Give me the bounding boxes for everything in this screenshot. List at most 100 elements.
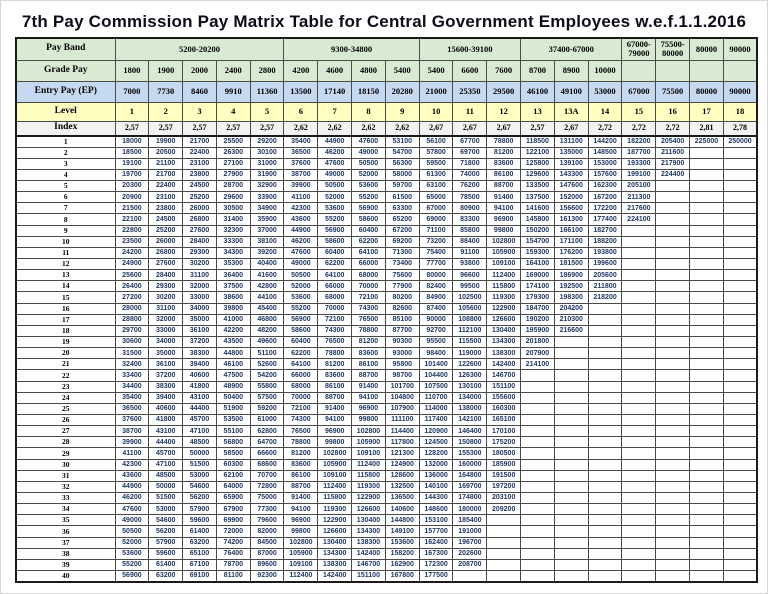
matrix-cell (621, 324, 657, 338)
row-number-cell: 13 (15, 269, 116, 282)
matrix-cell (689, 402, 724, 416)
row-number-cell: 21 (15, 358, 116, 371)
matrix-cell: 23100 (182, 157, 217, 170)
matrix-cell (621, 280, 657, 293)
matrix-cell: 18500 (114, 146, 150, 159)
index-row: Index 2,57 2,57 2,57 2,57 2,57 2,62 2,62 2,62 2,6… (15, 120, 758, 137)
matrix-cell: 128600 (384, 469, 420, 482)
matrix-cell: 86100 (283, 469, 319, 482)
matrix-cell: 224400 (655, 168, 691, 182)
index-multiplier-cell: 2,62 (384, 120, 420, 137)
entry-pay-cell: 21000 (418, 80, 454, 103)
matrix-cell: 55200 (283, 302, 319, 315)
matrix-cell: 21700 (148, 168, 184, 182)
matrix-cell (553, 425, 589, 438)
matrix-cell: 49000 (351, 146, 386, 159)
matrix-cell: 211300 (621, 191, 657, 204)
matrix-cell: 70700 (249, 469, 285, 482)
matrix-cell: 28800 (114, 313, 150, 326)
matrix-cell: 37600 (114, 414, 150, 427)
matrix-cell: 112400 (317, 480, 353, 494)
matrix-cell: 48500 (182, 436, 217, 449)
pay-band-cell: 67000-79000 (621, 37, 657, 61)
row-number-cell: 2 (15, 146, 116, 159)
matrix-cell: 74000 (452, 168, 488, 182)
matrix-cell: 69700 (452, 146, 488, 159)
matrix-cell (621, 458, 657, 471)
matrix-cell: 136500 (384, 491, 420, 505)
matrix-cell: 49000 (283, 258, 319, 271)
matrix-cell: 52000 (283, 280, 319, 293)
matrix-cell (587, 313, 623, 326)
matrix-cell: 140600 (384, 503, 420, 516)
matrix-cell: 86100 (317, 380, 353, 393)
matrix-cell: 31500 (114, 347, 150, 360)
matrix-cell: 56900 (283, 313, 319, 326)
matrix-cell: 184700 (520, 302, 555, 315)
matrix-cell: 53500 (215, 414, 251, 427)
matrix-cell (722, 391, 758, 404)
matrix-cell: 32900 (249, 180, 285, 193)
matrix-cell: 73400 (384, 258, 420, 271)
matrix-cell (621, 491, 657, 505)
matrix-cell (587, 480, 623, 494)
grade-pay-cell: 8700 (520, 59, 555, 82)
matrix-cell: 130400 (317, 536, 353, 549)
matrix-cell: 87700 (384, 324, 420, 338)
matrix-cell: 61400 (182, 525, 217, 538)
matrix-cell (553, 503, 589, 516)
matrix-cell: 24500 (182, 180, 217, 193)
matrix-cell: 26000 (148, 235, 184, 248)
matrix-cell: 165100 (486, 414, 522, 427)
matrix-cell: 133500 (520, 180, 555, 193)
matrix-cell: 83600 (317, 369, 353, 382)
matrix-cell: 79600 (249, 514, 285, 527)
matrix-cell (587, 391, 623, 404)
matrix-cell: 83600 (486, 157, 522, 170)
matrix-cell: 102800 (351, 425, 386, 438)
matrix-cell: 82400 (418, 280, 454, 293)
matrix-cell (553, 336, 589, 349)
index-multiplier-cell: 2,81 (689, 120, 724, 137)
matrix-cell (722, 269, 758, 282)
matrix-cell: 38700 (283, 168, 319, 182)
entry-pay-cell: 18150 (351, 80, 386, 103)
grade-pay-cell: 2800 (249, 59, 285, 82)
matrix-cell: 57500 (249, 391, 285, 404)
matrix-cell (689, 280, 724, 293)
row-number-cell: 40 (15, 569, 116, 583)
matrix-cell: 33900 (249, 191, 285, 204)
matrix-cell: 66000 (283, 369, 319, 382)
matrix-cell (621, 291, 657, 304)
matrix-row: 29 41100 45700 50000 58500 66600 81200 102800 10… (15, 447, 758, 460)
matrix-cell: 96900 (486, 213, 522, 226)
matrix-cell: 138000 (452, 402, 488, 416)
grade-pay-cell: 5400 (384, 59, 420, 82)
pay-band-cell: 80000 (689, 37, 724, 61)
matrix-cell: 112400 (486, 269, 522, 282)
matrix-cell: 170100 (486, 425, 522, 438)
matrix-cell (553, 358, 589, 371)
matrix-cell: 52000 (351, 168, 386, 182)
matrix-cell (520, 547, 555, 560)
matrix-cell: 109100 (317, 469, 353, 482)
matrix-cell (553, 380, 589, 393)
matrix-cell: 182200 (621, 135, 657, 148)
matrix-cell (689, 480, 724, 494)
matrix-cell: 172200 (587, 202, 623, 215)
matrix-cell: 115800 (351, 469, 386, 482)
matrix-row: 11 24200 26800 29300 34300 39200 47600 60400 641… (15, 246, 758, 260)
matrix-cell (587, 436, 623, 449)
matrix-cell: 58000 (384, 168, 420, 182)
row-number-cell: 9 (15, 224, 116, 237)
matrix-cell: 115800 (317, 491, 353, 505)
matrix-cell: 144200 (587, 135, 623, 148)
matrix-cell: 167300 (418, 547, 454, 560)
matrix-cell: 105900 (351, 436, 386, 449)
matrix-cell (520, 503, 555, 516)
matrix-cell: 193800 (587, 246, 623, 260)
matrix-cell: 144800 (384, 514, 420, 527)
row-number-cell: 30 (15, 458, 116, 471)
matrix-cell: 205400 (655, 135, 691, 148)
matrix-cell: 59600 (182, 514, 217, 527)
